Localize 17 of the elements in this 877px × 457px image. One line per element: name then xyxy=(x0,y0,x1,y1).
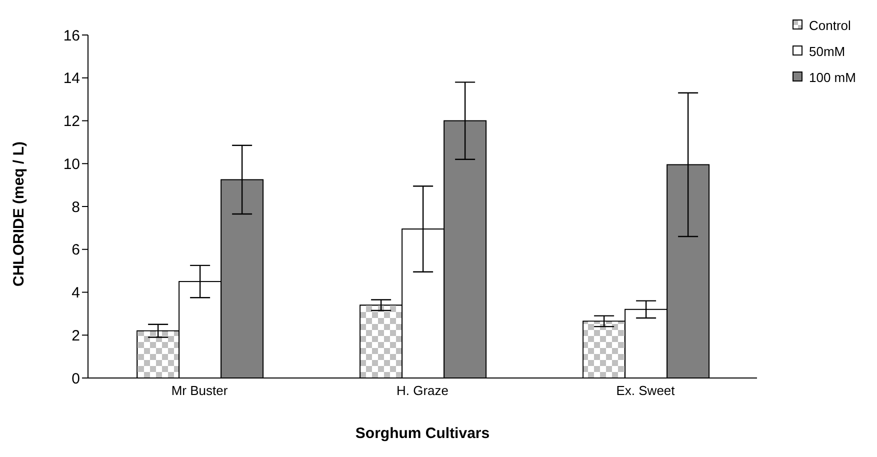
y-tick-label: 6 xyxy=(72,242,80,259)
y-tick-label: 12 xyxy=(63,113,80,130)
y-tick-label: 2 xyxy=(72,327,80,344)
x-tick-label: Mr Buster xyxy=(171,383,228,398)
legend-label: Control xyxy=(809,18,851,32)
y-tick-label: 0 xyxy=(72,370,80,388)
y-tick-label: 16 xyxy=(63,27,80,44)
legend-label: 50mM xyxy=(809,44,846,58)
y-tick-label: 14 xyxy=(63,70,80,88)
y-tick-label: 8 xyxy=(72,198,80,216)
legend-label: 100 mM xyxy=(809,70,856,84)
y-tick-label: 10 xyxy=(63,156,80,173)
y-axis-title: CHLORIDE (meq / L) xyxy=(10,142,28,286)
x-axis-title: Sorghum Cultivars xyxy=(355,425,490,442)
x-tick-label: H. Graze xyxy=(396,383,449,398)
x-tick-label: Ex. Sweet xyxy=(616,383,676,398)
y-tick-label: 4 xyxy=(72,284,80,302)
